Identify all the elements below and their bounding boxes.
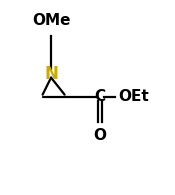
Text: OEt: OEt xyxy=(118,89,149,104)
Text: OMe: OMe xyxy=(32,13,70,28)
Text: N: N xyxy=(44,65,58,83)
Text: C: C xyxy=(95,89,106,104)
Text: O: O xyxy=(94,128,107,143)
